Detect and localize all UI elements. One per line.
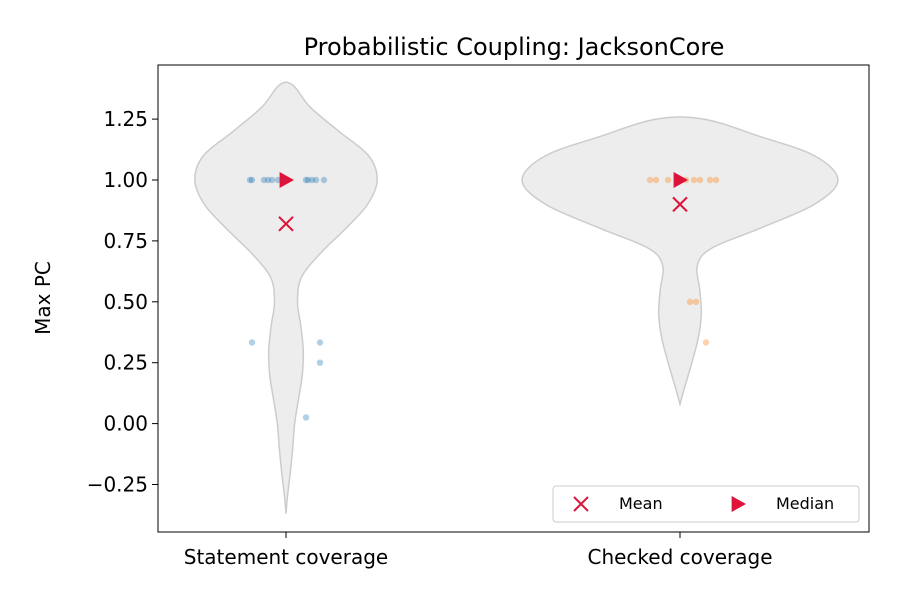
- data-point: [260, 176, 268, 184]
- data-point: [712, 176, 720, 184]
- data-point: [274, 176, 282, 184]
- chart-title: Probabilistic Coupling: JacksonCore: [304, 33, 725, 61]
- data-point: [652, 176, 660, 184]
- data-point: [696, 176, 704, 184]
- data-point: [302, 414, 310, 421]
- mean-marker-2-stroke-b: [672, 196, 688, 213]
- summary-markers: [278, 172, 688, 232]
- legend-label-mean: Mean: [619, 494, 663, 513]
- y-tick-label: 0.25: [103, 351, 148, 375]
- legend-median-triangle: [731, 496, 746, 512]
- mean-marker-1: [278, 216, 294, 232]
- data-point: [706, 176, 714, 184]
- y-tick-label: 0.00: [103, 412, 148, 436]
- y-axis: −0.25 0.00 0.25 0.50 0.75 1.00 1.25: [87, 107, 158, 497]
- data-point: [316, 359, 324, 366]
- data-point: [248, 339, 256, 346]
- y-tick-label: 1.25: [103, 107, 148, 131]
- legend-mean-x: [573, 496, 589, 512]
- x-tick-label: Statement coverage: [184, 545, 388, 569]
- data-point: [646, 176, 654, 184]
- legend-box: [552, 485, 860, 523]
- violin-2: [521, 116, 839, 407]
- data-point: [308, 176, 316, 184]
- data-point: [312, 176, 320, 184]
- y-tick-label: 0.50: [103, 290, 148, 314]
- median-marker-2: [673, 172, 688, 188]
- y-tick-label: 1.00: [103, 168, 148, 192]
- mean-marker-1-stroke-b: [278, 216, 294, 232]
- data-point: [690, 176, 698, 184]
- violin-1: [194, 81, 378, 514]
- data-point: [664, 176, 672, 184]
- data-point: [248, 176, 256, 184]
- x-axis: Statement coverage Checked coverage: [184, 532, 773, 569]
- data-point: [320, 176, 328, 184]
- legend-mean-x-stroke-b: [573, 496, 589, 512]
- y-axis-label: Max PC: [31, 261, 55, 335]
- data-point: [692, 298, 700, 305]
- data-point: [264, 176, 272, 184]
- data-point: [316, 339, 324, 346]
- x-tick-label: Checked coverage: [587, 545, 772, 569]
- data-point: [304, 176, 312, 184]
- legend-median-marker: [731, 496, 746, 512]
- data-point: [302, 176, 310, 184]
- data-point: [686, 298, 694, 305]
- data-point: [246, 176, 254, 184]
- median-marker-1: [279, 172, 294, 188]
- mean-marker-2: [672, 196, 688, 213]
- y-tick-label: −0.25: [87, 473, 148, 497]
- legend: Mean Median: [552, 485, 860, 523]
- legend-label-median: Median: [776, 494, 834, 513]
- legend-mean-marker: [573, 496, 589, 512]
- data-point: [702, 339, 710, 346]
- y-tick-label: 0.75: [103, 229, 148, 253]
- violins: [194, 81, 839, 514]
- data-point: [268, 176, 276, 184]
